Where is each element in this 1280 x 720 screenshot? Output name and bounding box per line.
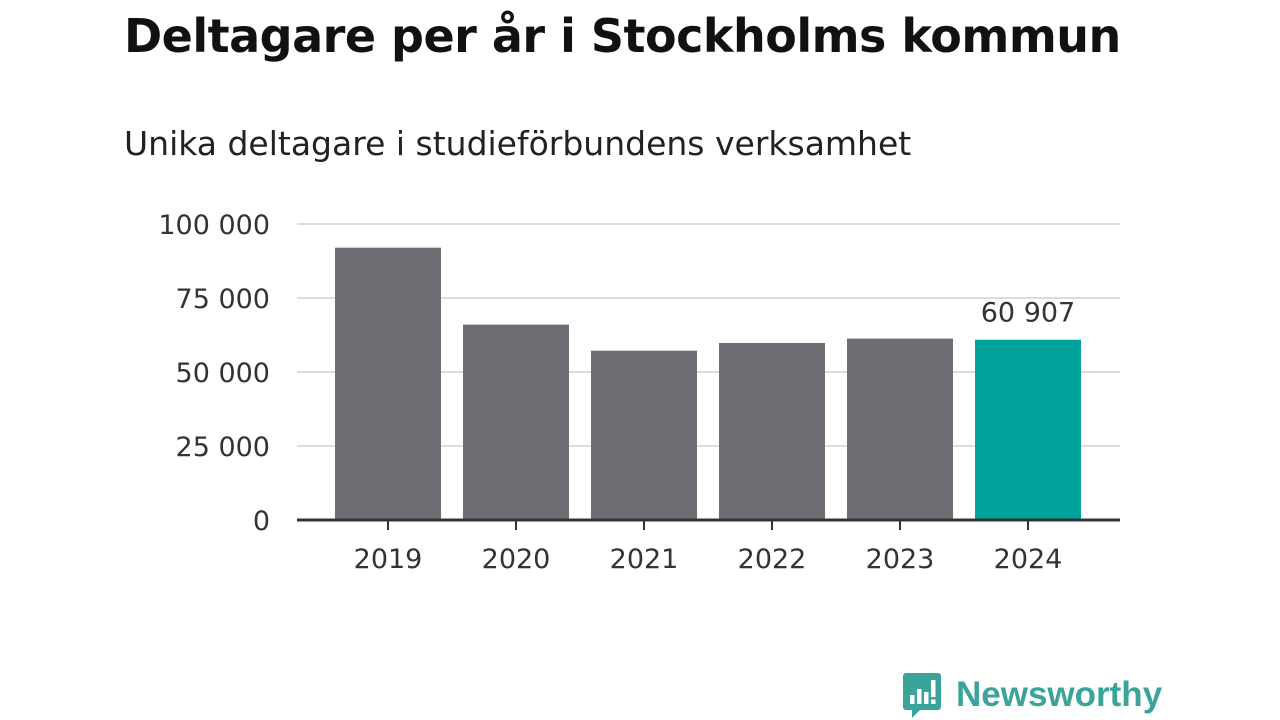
x-tick-label: 2023 (866, 544, 935, 575)
bar-2020 (463, 324, 569, 520)
bar-2022 (719, 342, 825, 520)
newsworthy-logo-icon (903, 673, 941, 718)
chart-title: Deltagare per år i Stockholms kommun (124, 9, 1121, 63)
bar-2023 (847, 338, 953, 520)
bar-2024 (975, 339, 1081, 520)
y-tick-label: 50 000 (176, 358, 270, 389)
y-axis-tick-labels: 0 25 000 50 000 75 000 100 000 (158, 210, 270, 537)
x-axis-tick-labels: 2019 2020 2021 2022 2023 2024 (354, 544, 1063, 575)
brand-name: Newsworthy (956, 675, 1163, 714)
y-tick-label: 100 000 (158, 210, 270, 241)
x-tick-label: 2024 (994, 544, 1063, 575)
bar-2019 (335, 247, 441, 520)
bar-2021 (591, 350, 697, 520)
chart-subtitle: Unika deltagare i studieförbundens verks… (124, 124, 912, 163)
data-labels: 60 907 (981, 298, 1075, 329)
x-tick-label: 2021 (610, 544, 679, 575)
data-label: 60 907 (981, 298, 1075, 329)
y-tick-label: 0 (253, 506, 270, 537)
x-tick-label: 2020 (482, 544, 551, 575)
x-tick-label: 2019 (354, 544, 423, 575)
bars (335, 247, 1081, 520)
x-tick-label: 2022 (738, 544, 807, 575)
y-tick-label: 75 000 (176, 284, 270, 315)
x-axis (297, 518, 1120, 530)
y-tick-label: 25 000 (176, 432, 270, 463)
brand-logo: Newsworthy (902, 670, 1162, 720)
